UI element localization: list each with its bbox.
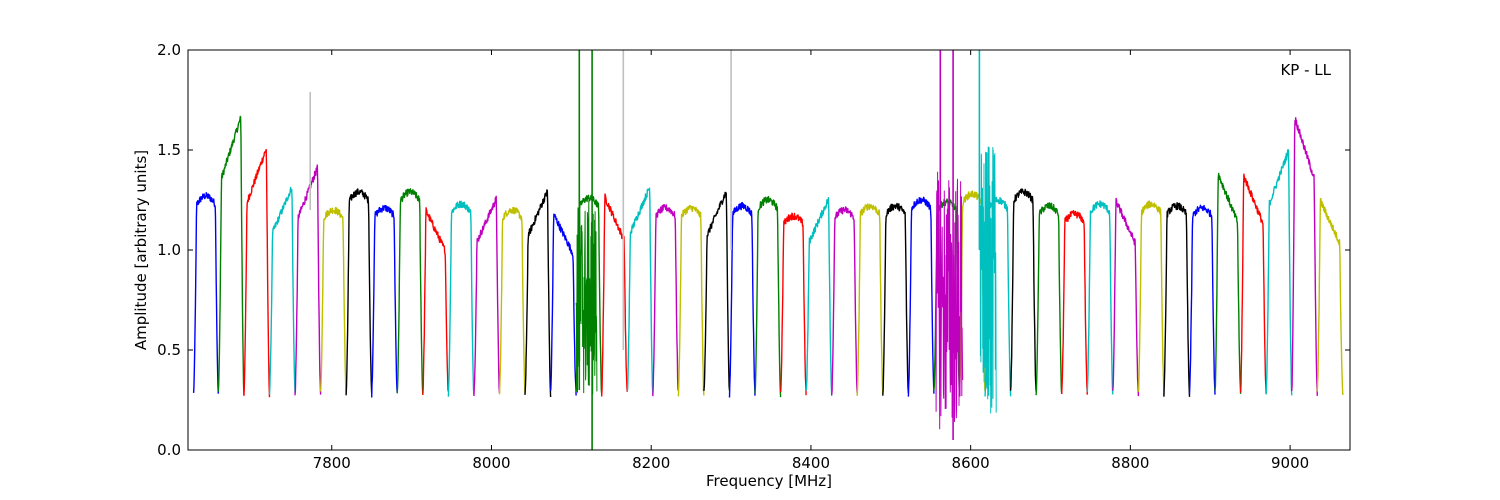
channel-curve-39: [1163, 202, 1191, 397]
y-tick-label: 0.0: [157, 441, 181, 459]
channel-curve-44: [1291, 117, 1318, 396]
channel-curve-16: [575, 194, 603, 394]
channel-curve-2: [217, 115, 245, 395]
channel-curve-33: [1009, 188, 1037, 392]
channel-curve-34: [1035, 202, 1063, 396]
channel-curve-18: [626, 187, 654, 395]
channel-curve-15: [549, 213, 577, 396]
channel-curve-38: [1137, 200, 1165, 396]
x-tick-label: 9000: [1271, 454, 1309, 472]
channel-curve-19: [652, 204, 680, 397]
channel-curve-5: [294, 164, 322, 396]
x-tick-label: 8800: [1111, 454, 1149, 472]
plot-frame: [187, 49, 1351, 451]
x-tick-label: 8000: [472, 454, 510, 472]
channel-curve-40: [1188, 204, 1216, 395]
channel-curve-24: [779, 212, 807, 396]
noise-region-3: [979, 146, 997, 414]
channel-curve-20: [677, 204, 705, 397]
channel-curve-12: [473, 195, 501, 397]
channel-curve-6: [319, 207, 347, 394]
chart-annotation: KP - LL: [1280, 61, 1331, 79]
channel-curve-41: [1214, 172, 1242, 394]
channel-curve-4: [268, 186, 296, 395]
y-tick-label: 1.0: [157, 241, 181, 259]
channel-curve-10: [422, 207, 450, 396]
channel-curve-25: [805, 197, 833, 396]
x-tick-label: 7800: [313, 454, 351, 472]
y-tick-label: 0.5: [157, 341, 181, 359]
channel-curve-7: [345, 188, 373, 396]
channel-curve-11: [447, 200, 475, 397]
x-tick-label: 8600: [952, 454, 990, 472]
channel-curve-1: [192, 192, 219, 394]
channel-curve-13: [498, 206, 526, 395]
channel-curve-37: [1112, 197, 1140, 397]
channel-curve-42: [1239, 173, 1267, 394]
channel-curve-27: [856, 203, 884, 396]
channel-curve-26: [831, 206, 858, 396]
x-tick-label: 8400: [792, 454, 830, 472]
channel-curve-43: [1265, 149, 1293, 396]
y-tick-label: 1.5: [157, 141, 181, 159]
y-tick-label: 2.0: [157, 41, 181, 59]
y-axis: 0.0 0.5 1.0 1.5 2.0: [157, 41, 1350, 459]
channel-curve-36: [1086, 200, 1114, 395]
channel-curve-45: [1316, 198, 1344, 396]
x-axis-label: Frequency [MHz]: [706, 472, 832, 490]
channel-curve-21: [703, 191, 731, 391]
channel-curve-14: [524, 189, 552, 398]
channel-curve-9: [396, 188, 424, 395]
plot-lines: [192, 50, 1344, 450]
channel-curve-28: [882, 202, 910, 396]
channel-curve-8: [371, 205, 398, 398]
x-axis: 7800 8000 8200 8400 8600 8800 9000: [313, 50, 1309, 472]
channel-curve-35: [1061, 210, 1088, 395]
channel-curve-3: [243, 148, 271, 398]
y-axis-label: Amplitude [arbitrary units]: [132, 150, 150, 350]
channel-curve-22: [728, 201, 756, 398]
x-tick-label: 8200: [632, 454, 670, 472]
channel-curve-29: [907, 196, 935, 397]
channel-curve-23: [754, 195, 782, 398]
